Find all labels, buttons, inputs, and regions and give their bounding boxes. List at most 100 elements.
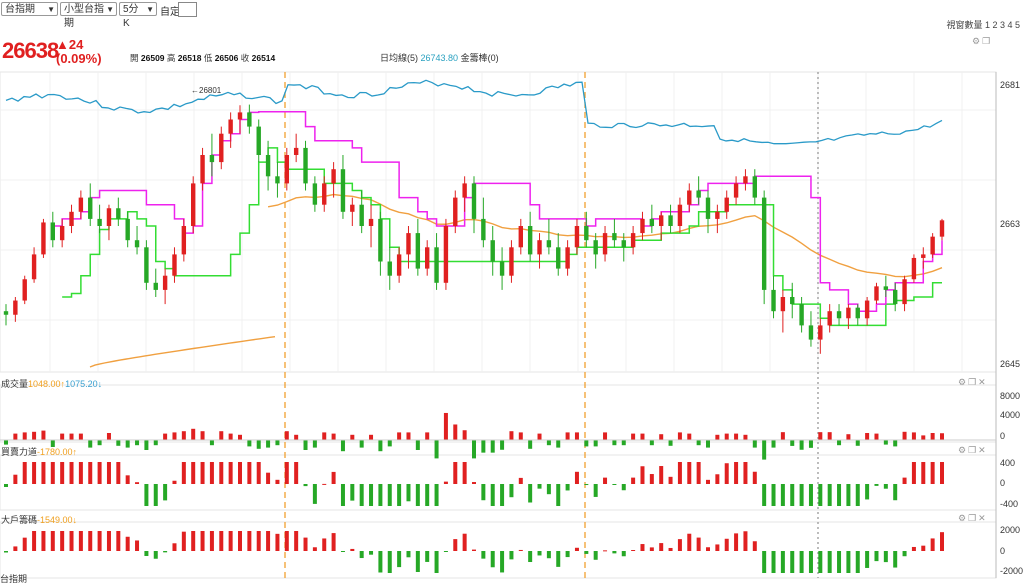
bigplayer-panel-label: 大戶籌碼-1549.00↓ [1,513,77,526]
buysell-bar [209,462,214,484]
volume-bar [612,440,617,446]
candle-body [396,254,402,276]
buysell-bar [172,480,177,484]
candle-body [724,197,729,212]
bigplayer-bar [331,533,336,551]
panel-frame [0,384,997,443]
candle-body [50,222,55,241]
contract-select-value: 小型台指期 [64,4,104,29]
copy-icon[interactable]: ❐ [968,377,979,387]
bigplayer-bar [706,547,710,551]
candle-body [574,226,580,248]
interval-select[interactable]: 5分K ▼ [119,2,157,29]
candle-body [237,112,243,120]
bigplayer-bar [209,531,214,551]
buysell-bar [322,483,327,485]
close-icon[interactable]: ✕ [978,377,988,387]
product-select[interactable]: 台指期 ▼ [1,2,58,16]
buysell-bar [640,466,645,484]
bigplayer-tick: 0 [1000,546,1006,556]
view-count-selector[interactable]: 視窗數量 1 2 3 4 5 [946,20,1020,30]
candle-body [659,215,664,226]
candle-body [874,286,879,301]
bigplayer-bar [32,531,37,551]
candle-body [69,211,74,226]
custom-input[interactable] [178,2,197,17]
buysell-bar [621,484,626,491]
candle-body [88,197,93,219]
bigplayer-bar [191,531,196,551]
volume-bar [893,440,898,447]
bigplayer-bar [509,551,514,560]
buysell-bar [687,462,692,484]
bigplayer-bar [13,546,18,551]
volume-bar [808,440,813,448]
buysell-bar [893,484,898,501]
candle-body [219,133,224,163]
volume-bar [41,430,46,440]
volume-bar [827,432,832,440]
buysell-bar [500,484,505,506]
bigplayer-bar [88,531,93,551]
volume-panel-tools[interactable]: ⚙❐✕ [958,377,988,388]
bigplayer-panel-tools[interactable]: ⚙❐✕ [958,513,988,524]
copy-icon[interactable]: ❐ [968,445,979,455]
candle-body [368,218,374,226]
volume-bar [677,432,682,440]
candle-body [518,226,523,248]
candle-body [602,233,608,255]
settings-icon[interactable]: ⚙ [958,513,969,523]
buysell-bar [921,462,926,484]
open-label: 開 [130,53,139,63]
bigplayer-bar [762,551,767,573]
candle-body [41,222,46,255]
buysell-bar [537,484,542,489]
buysell-bar [818,484,823,506]
candle-body [387,261,392,276]
panel-frame [0,71,997,373]
buysell-bar [425,484,430,506]
copy-icon[interactable]: ❐ [982,36,993,46]
bottom-tab[interactable]: 台指期 [0,574,28,584]
volume-bar [256,440,261,449]
candle-body [256,126,261,155]
buysell-bar [116,462,121,484]
volume-bar [528,440,533,449]
bigplayer-bar [528,551,533,563]
bigplayer-bar [677,539,682,551]
copy-icon[interactable]: ❐ [968,513,979,523]
bigplayer-bar [902,551,907,557]
candle-body [696,190,701,198]
volume-bar [32,431,37,440]
buysell-bar [387,484,392,506]
volume-bar [13,433,18,440]
buysell-bar [743,462,748,484]
buysell-panel-tools[interactable]: ⚙❐✕ [958,445,988,456]
candle-body [799,304,804,326]
bigplayer-bar [687,533,692,551]
candle-body [191,183,196,226]
close-icon[interactable]: ✕ [978,445,988,455]
settings-icon[interactable]: ⚙ [958,445,969,455]
bigplayer-bar [135,540,140,551]
volume-bar [415,440,420,450]
close-label: 收 [240,53,250,63]
bigplayer-bar [930,538,935,551]
candle-body [527,226,533,255]
settings-icon[interactable]: ⚙ [958,377,969,387]
volume-bar [238,434,242,440]
buysell-tick: 400 [1000,458,1016,468]
bigplayer-bar [668,547,673,551]
buysell-bar [22,462,27,484]
main-panel-tools[interactable]: ⚙❐ [972,36,992,47]
volume-bar [331,433,336,440]
buysell-bar [668,476,673,484]
contract-select[interactable]: 小型台指期 ▼ [60,2,117,29]
close-icon[interactable]: ✕ [978,513,988,523]
bigplayer-bar [790,551,795,573]
buysell-bar [930,462,935,484]
candle-body [921,254,926,258]
candle-body [556,247,561,269]
settings-icon[interactable]: ⚙ [972,36,983,46]
buysell-bar [331,471,336,484]
